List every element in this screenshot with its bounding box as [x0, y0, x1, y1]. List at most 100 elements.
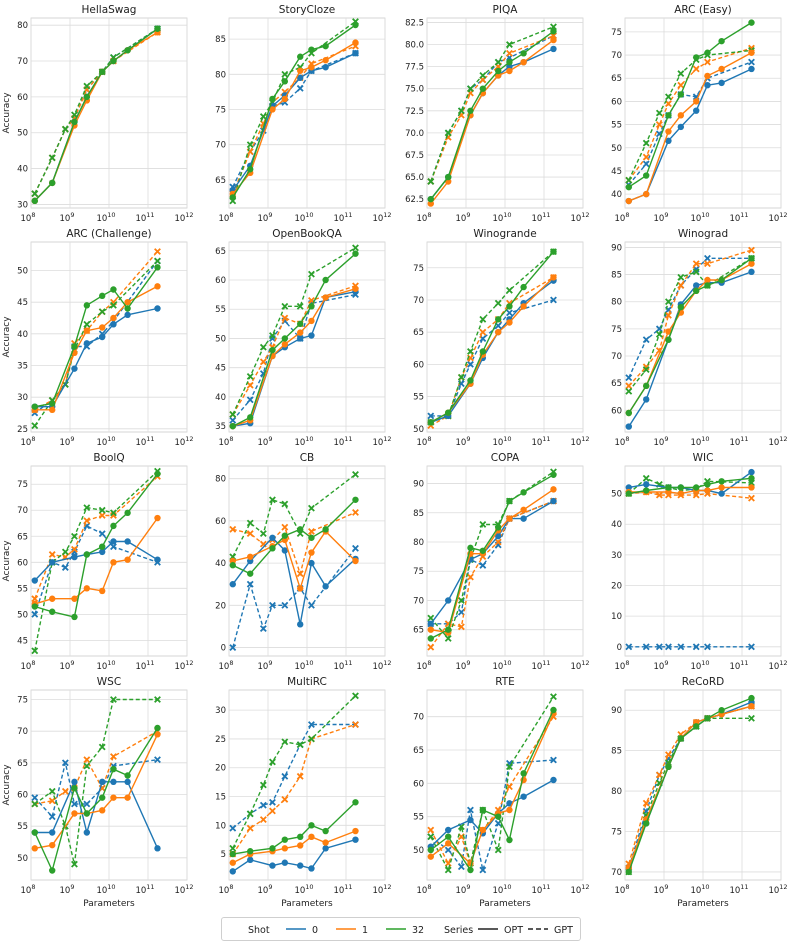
- data-point: [322, 294, 329, 301]
- x-tick-label: 1012: [570, 659, 589, 672]
- data-point: [352, 49, 359, 57]
- data-point: [281, 523, 289, 531]
- series-opt-shot-32: [229, 250, 359, 430]
- data-point: [31, 190, 39, 198]
- data-point: [247, 848, 254, 855]
- data-point: [550, 693, 557, 701]
- data-point: [99, 587, 106, 595]
- data-point: [297, 329, 304, 336]
- data-point: [49, 406, 56, 414]
- chart-title: HellaSwag: [82, 4, 137, 16]
- data-point: [246, 373, 254, 380]
- x-tick-label: 1012: [768, 883, 787, 896]
- data-point: [655, 121, 663, 129]
- series-opt-shot-32: [625, 694, 755, 876]
- data-point: [281, 836, 289, 843]
- data-point: [124, 47, 131, 54]
- data-point: [83, 762, 91, 770]
- data-point: [457, 863, 465, 871]
- data-point: [99, 548, 106, 556]
- y-tick-label: 75: [215, 105, 226, 115]
- chart-boolq: 108 109 1010 1011 1012 45 50 55 60 65 70 75 BoolQ Acc…: [2, 452, 194, 672]
- data-point: [98, 743, 106, 751]
- data-point: [625, 176, 633, 184]
- data-point: [427, 853, 434, 860]
- data-point: [110, 301, 117, 309]
- data-point: [281, 78, 289, 85]
- chart-title: BoolQ: [93, 452, 124, 464]
- data-point: [445, 173, 452, 181]
- data-point: [704, 49, 711, 56]
- data-point: [308, 833, 315, 841]
- data-point: [246, 824, 254, 832]
- data-point: [704, 715, 711, 722]
- x-tick-label: 109: [456, 435, 471, 448]
- series-opt-shot-32: [427, 471, 557, 642]
- data-point: [71, 118, 78, 126]
- data-point: [444, 635, 452, 642]
- series-opt-shot-32: [427, 706, 557, 874]
- data-point: [467, 85, 474, 93]
- data-point: [31, 610, 39, 618]
- data-point: [748, 475, 755, 482]
- y-tick-label: 50: [17, 129, 28, 139]
- data-point: [48, 551, 56, 558]
- y-tick-label: 80: [611, 298, 622, 308]
- data-point: [520, 515, 527, 522]
- data-point: [506, 58, 513, 66]
- data-point: [479, 72, 487, 79]
- data-point: [269, 106, 276, 113]
- data-point: [643, 487, 650, 494]
- x-tick-label: 108: [615, 659, 630, 672]
- data-point: [281, 532, 289, 539]
- data-point: [352, 244, 359, 252]
- y-tick-label: 40: [215, 559, 226, 569]
- data-point: [281, 547, 289, 554]
- data-point: [550, 756, 557, 764]
- data-point: [427, 412, 435, 420]
- series-gpt-shot-0: [229, 544, 359, 651]
- data-point: [495, 328, 502, 336]
- data-point: [154, 283, 161, 290]
- data-point: [704, 487, 711, 494]
- data-point: [467, 816, 474, 824]
- series-opt-shot-1: [229, 528, 359, 592]
- series-opt-shot-32: [625, 255, 755, 417]
- data-point: [506, 515, 513, 522]
- data-point: [718, 37, 725, 45]
- y-tick-label: 20: [215, 764, 226, 774]
- data-point: [229, 416, 237, 424]
- data-point: [61, 548, 69, 556]
- data-point: [308, 46, 315, 53]
- x-tick-label: 109: [456, 211, 471, 224]
- chart-piqa: 108 109 1010 1011 1012 62.5 65.0 67.5 70.0 72.5 75…: [405, 4, 589, 224]
- chart-winogrande: 108 109 1010 1011 1012 50 55 60 65 70 75 Winogrande: [413, 228, 589, 448]
- x-tick-label: 1011: [135, 435, 154, 448]
- y-tick-label: 25: [17, 425, 28, 435]
- chart-title: RTE: [495, 676, 515, 688]
- data-point: [352, 692, 359, 700]
- data-point: [229, 850, 236, 858]
- x-tick-label: 108: [615, 435, 630, 448]
- data-point: [457, 107, 465, 115]
- data-point: [281, 845, 289, 852]
- data-point: [642, 643, 650, 651]
- y-tick-label: 45: [17, 636, 28, 646]
- data-point: [110, 543, 117, 551]
- y-tick-label: 0: [221, 644, 226, 654]
- data-point: [31, 577, 38, 584]
- y-tick-label: 70: [215, 141, 226, 151]
- series-opt-shot-32: [427, 248, 557, 426]
- data-point: [506, 497, 513, 505]
- data-point: [479, 521, 487, 528]
- chart-title: COPA: [491, 452, 520, 464]
- data-point: [110, 321, 117, 328]
- series-line: [232, 291, 356, 427]
- data-point: [296, 741, 304, 749]
- x-tick-label: 1012: [372, 883, 391, 896]
- data-point: [748, 643, 755, 651]
- chart-wsc: 108 109 1010 1011 1012 50 55 60 65 70 75 WSC Accurac…: [2, 676, 194, 909]
- data-point: [308, 601, 315, 609]
- data-point: [479, 315, 487, 323]
- legend-gpt-label: GPT: [554, 925, 573, 936]
